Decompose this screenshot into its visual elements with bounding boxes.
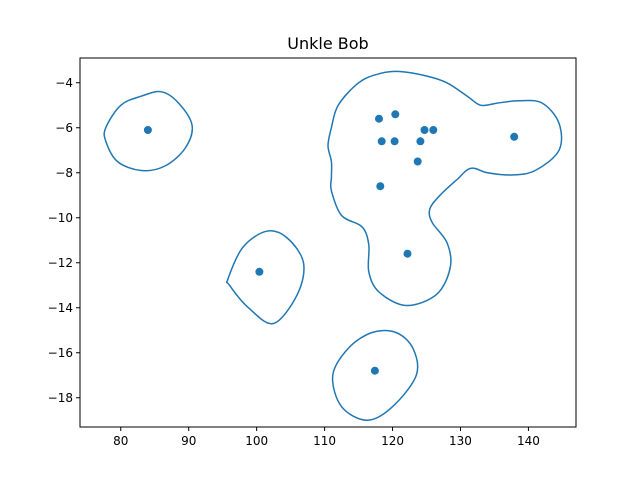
y-tick-label: −4 <box>55 76 73 90</box>
data-point <box>376 182 385 191</box>
x-tick-label: 80 <box>113 434 128 448</box>
contour-outline-cluster <box>327 70 563 307</box>
x-axis: 80 90 100 110 120 130 140 <box>113 427 540 448</box>
data-point <box>377 137 386 146</box>
data-point <box>391 110 400 119</box>
chart-title: Unkle Bob <box>287 34 368 53</box>
contour-outline-left <box>103 90 194 172</box>
y-tick-label: −6 <box>55 121 73 135</box>
contour-outline-middle <box>225 230 305 325</box>
x-tick-label: 120 <box>381 434 404 448</box>
data-point <box>429 126 438 134</box>
data-point <box>420 126 429 134</box>
y-axis: −4 −6 −8 −10 −12 −14 −16 −18 <box>48 76 80 405</box>
data-point <box>403 249 412 258</box>
x-tick-label: 110 <box>313 434 336 448</box>
y-tick-label: −14 <box>48 301 73 315</box>
data-point <box>370 366 379 375</box>
data-point <box>510 132 519 141</box>
data-point <box>390 137 399 146</box>
data-point <box>413 157 422 166</box>
contour-outline-bottom <box>331 329 419 422</box>
x-tick-label: 140 <box>517 434 540 448</box>
y-tick-label: −8 <box>55 166 73 180</box>
data-point <box>143 126 152 134</box>
plot-frame <box>79 57 577 428</box>
y-tick-label: −12 <box>48 256 73 270</box>
plot-area <box>103 70 563 422</box>
y-tick-label: −18 <box>48 391 73 405</box>
x-tick-label: 100 <box>245 434 268 448</box>
data-point <box>375 114 383 123</box>
y-tick-label: −16 <box>48 346 73 360</box>
x-tick-label: 90 <box>181 434 196 448</box>
data-point <box>255 267 264 276</box>
y-tick-label: −10 <box>48 211 73 225</box>
data-point <box>416 137 425 146</box>
x-tick-label: 130 <box>449 434 472 448</box>
